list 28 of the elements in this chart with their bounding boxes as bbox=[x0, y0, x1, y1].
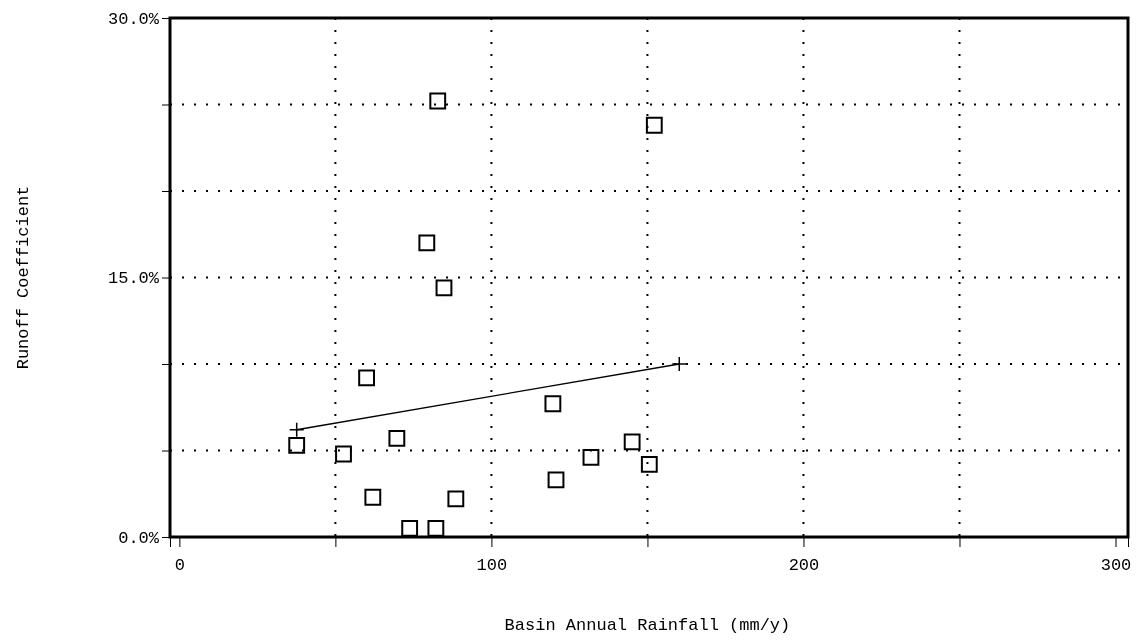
x-tick-label: 100 bbox=[476, 556, 508, 576]
point bbox=[401, 519, 419, 537]
point bbox=[358, 369, 376, 387]
y-tick-label: 0.0% bbox=[118, 528, 160, 548]
x-tick-label: 200 bbox=[788, 556, 820, 576]
point bbox=[640, 455, 658, 473]
point bbox=[388, 429, 406, 447]
point bbox=[447, 490, 465, 508]
point bbox=[429, 92, 447, 110]
point bbox=[623, 433, 641, 451]
point bbox=[544, 395, 562, 413]
point bbox=[288, 421, 305, 438]
x-tick-label: 300 bbox=[1100, 556, 1132, 576]
y-tick-label: 15.0% bbox=[107, 269, 160, 289]
point bbox=[335, 445, 352, 463]
point bbox=[645, 116, 663, 134]
y-axis-title: Runoff Coefficient bbox=[14, 185, 33, 370]
y-tick-label: 30.0% bbox=[107, 9, 160, 29]
point bbox=[418, 234, 436, 252]
point bbox=[671, 356, 688, 372]
point bbox=[435, 279, 453, 297]
point bbox=[288, 436, 306, 454]
x-tick-label: 0 bbox=[174, 556, 185, 576]
x-axis-title: Basin Annual Rainfall (mm/y) bbox=[504, 616, 791, 635]
point bbox=[547, 471, 565, 489]
point bbox=[582, 449, 600, 466]
point bbox=[427, 519, 445, 537]
point bbox=[364, 488, 382, 506]
